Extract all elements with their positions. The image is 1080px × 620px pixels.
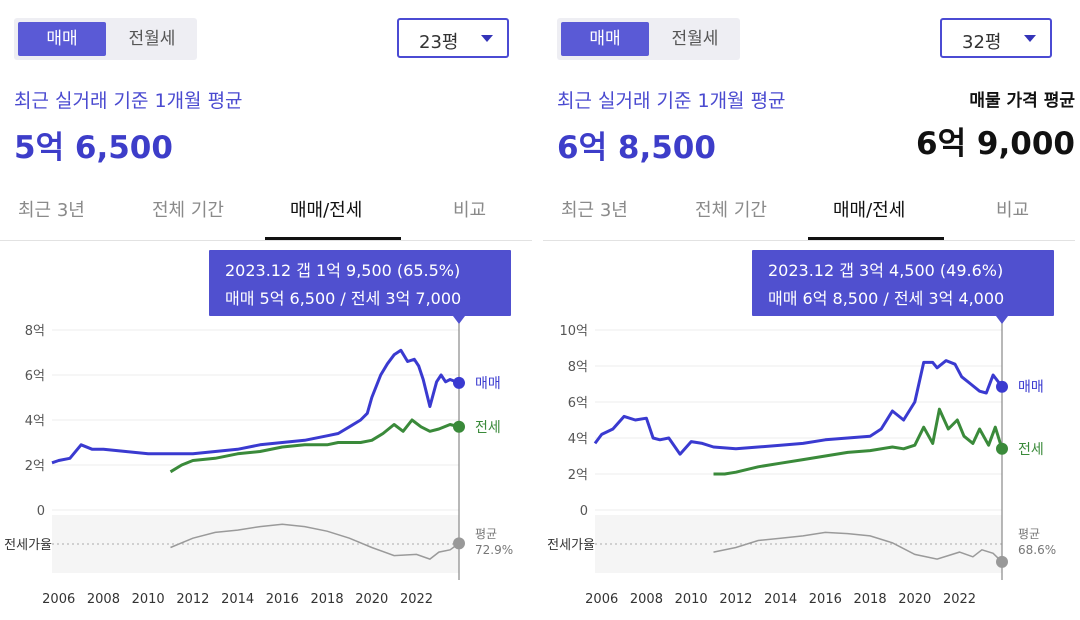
- active-tab-indicator: [808, 237, 944, 240]
- average-label: 평균: [475, 527, 497, 541]
- x-tick-label: 2022: [400, 592, 433, 607]
- x-tick-label: 2020: [898, 592, 931, 607]
- y-tick-label: 4억: [568, 432, 588, 447]
- tooltip-price-line: 매매 6억 8,500 / 전세 3억 4,000: [768, 289, 1004, 308]
- ratio-series-line: [170, 523, 460, 560]
- tooltip-box: [752, 250, 1054, 316]
- tooltip-gap-line: 2023.12 갭 3억 4,500 (49.6%): [768, 261, 1003, 280]
- rent-series-label: 전세: [475, 420, 501, 436]
- size-dropdown[interactable]: 32평: [940, 18, 1052, 58]
- ratio-band: [52, 515, 459, 573]
- average-value: 72.9%: [475, 543, 513, 557]
- price-label: 최근 실거래 기준 1개월 평균: [557, 90, 786, 112]
- y-tick-label: 6억: [568, 396, 588, 411]
- rent-end-marker: [996, 442, 1008, 455]
- x-tick-label: 2008: [630, 592, 663, 607]
- y-tick-label: 8억: [25, 324, 45, 339]
- tooltip-pointer: [453, 316, 465, 324]
- price-value: 6억 8,500: [557, 130, 716, 166]
- y-tick-label: 4억: [25, 414, 45, 429]
- toggle-sale[interactable]: 매매: [561, 22, 649, 56]
- x-tick-label: 2012: [176, 592, 209, 607]
- x-tick-label: 2006: [585, 592, 618, 607]
- y-tick-label: 6억: [25, 369, 45, 384]
- rent-series-label: 전세: [1018, 442, 1044, 458]
- x-tick-label: 2014: [764, 592, 797, 607]
- tab-bar: 최근 3년 전체 기간 매매/전세 비교: [0, 184, 532, 241]
- y-tick-label: 0: [37, 504, 45, 519]
- panel-32: 매매 전월세 32평 최근 실거래 기준 1개월 평균 6억 8,500 매물 …: [543, 0, 1075, 620]
- tab-all-period[interactable]: 전체 기간: [695, 200, 767, 221]
- ratio-label: 전세가율: [547, 538, 595, 553]
- tab-bar: 최근 3년 전체 기간 매매/전세 비교: [543, 184, 1075, 241]
- sale-series-line: [51, 348, 460, 465]
- tooltip-pointer: [996, 316, 1008, 324]
- tab-3years[interactable]: 최근 3년: [561, 200, 628, 221]
- caret-down-icon: [481, 35, 493, 42]
- size-dropdown[interactable]: 23평: [397, 18, 509, 58]
- sale-end-marker: [996, 380, 1008, 393]
- caret-down-icon: [1024, 35, 1036, 42]
- x-tick-label: 2014: [221, 592, 254, 607]
- rent-end-marker: [453, 420, 465, 433]
- tooltip-gap-line: 2023.12 갭 1억 9,500 (65.5%): [225, 261, 460, 280]
- rent-series-line: [713, 407, 1004, 476]
- x-tick-label: 2020: [355, 592, 388, 607]
- listing-price-value: 6억 9,000: [916, 126, 1075, 162]
- price-value: 5억 6,500: [14, 130, 173, 166]
- tab-sale-rent[interactable]: 매매/전세: [833, 200, 906, 221]
- sale-series-line: [593, 359, 1004, 456]
- panel-23: 매매 전월세 23평 최근 실거래 기준 1개월 평균 5억 6,500 최근 …: [0, 0, 532, 620]
- x-tick-label: 2006: [42, 592, 75, 607]
- ratio-series-line: [713, 531, 1003, 563]
- ratio-end-marker: [996, 555, 1008, 568]
- toggle-rent[interactable]: 전월세: [671, 29, 719, 49]
- y-tick-label: 0: [580, 504, 588, 519]
- tooltip-price-line: 매매 5억 6,500 / 전세 3억 7,000: [225, 289, 461, 308]
- tab-all-period[interactable]: 전체 기간: [152, 200, 224, 221]
- tab-compare[interactable]: 비교: [453, 200, 487, 221]
- toggle-sale[interactable]: 매매: [18, 22, 106, 56]
- trade-type-toggle: 매매 전월세: [14, 18, 197, 60]
- x-tick-label: 2016: [809, 592, 842, 607]
- size-value: 32평: [962, 32, 1002, 53]
- x-tick-label: 2010: [675, 592, 708, 607]
- ratio-label: 전세가율: [4, 538, 52, 553]
- price-label: 최근 실거래 기준 1개월 평균: [14, 90, 243, 112]
- trade-type-toggle: 매매 전월세: [557, 18, 740, 60]
- y-tick-label: 8억: [568, 360, 588, 375]
- x-tick-label: 2012: [719, 592, 752, 607]
- size-value: 23평: [419, 32, 459, 53]
- sale-end-marker: [453, 376, 465, 389]
- y-tick-label: 2억: [568, 468, 588, 483]
- tab-sale-rent[interactable]: 매매/전세: [290, 200, 363, 221]
- tab-compare[interactable]: 비교: [996, 200, 1030, 221]
- toggle-rent[interactable]: 전월세: [128, 29, 176, 49]
- x-tick-label: 2016: [266, 592, 299, 607]
- x-tick-label: 2008: [87, 592, 120, 607]
- x-tick-label: 2010: [132, 592, 165, 607]
- x-tick-label: 2018: [854, 592, 887, 607]
- x-tick-label: 2022: [943, 592, 976, 607]
- sale-series-label: 매매: [1018, 380, 1044, 396]
- x-tick-label: 2018: [311, 592, 344, 607]
- rent-series-line: [169, 418, 460, 474]
- tooltip-box: [209, 250, 511, 316]
- tab-3years[interactable]: 최근 3년: [18, 200, 85, 221]
- ratio-band: [595, 515, 1002, 573]
- sale-series-label: 매매: [475, 376, 501, 392]
- y-tick-label: 10억: [559, 324, 588, 339]
- active-tab-indicator: [265, 237, 401, 240]
- y-tick-label: 2억: [25, 459, 45, 474]
- listing-price-label: 매물 가격 평균: [969, 91, 1075, 111]
- ratio-end-marker: [453, 537, 465, 550]
- average-label: 평균: [1018, 527, 1040, 541]
- average-value: 68.6%: [1018, 543, 1056, 557]
